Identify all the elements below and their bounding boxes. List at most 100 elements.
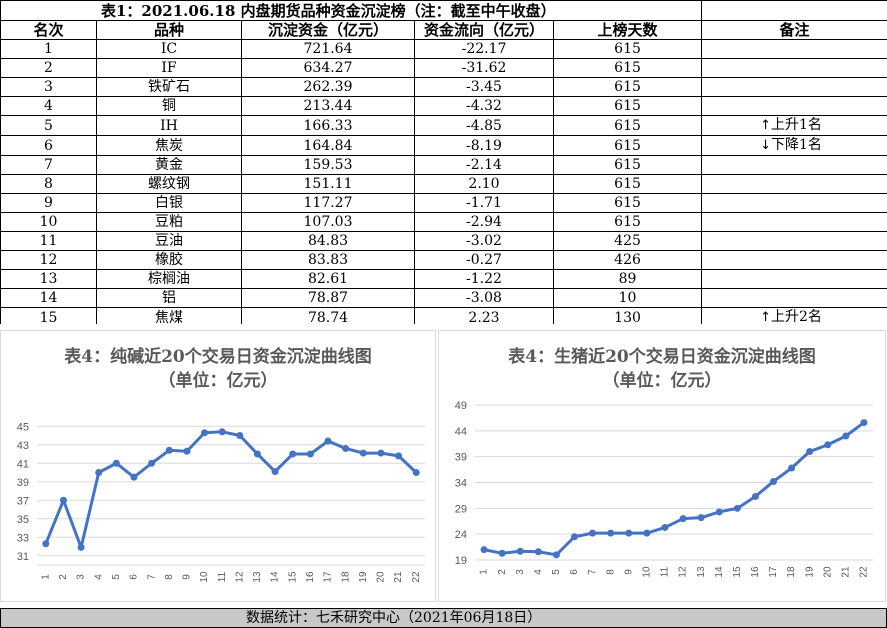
cell-note	[701, 231, 887, 251]
table-row: 2 IF 634.27 -31.62 615	[0, 58, 887, 78]
cell-days: 89	[552, 269, 703, 289]
x-tick-label: 20	[822, 566, 833, 578]
data-point	[289, 450, 297, 458]
y-tick-label: 37	[17, 495, 29, 507]
data-point	[733, 504, 741, 512]
cell-days: 615	[552, 58, 703, 78]
data-point	[715, 508, 723, 516]
cell-days: 615	[552, 155, 703, 175]
data-point	[130, 473, 138, 481]
column-header: 沉淀资金（亿元）	[241, 20, 415, 40]
data-point	[860, 419, 868, 427]
cell-days: 130	[552, 307, 703, 328]
table-row: 8 螺纹钢 151.11 2.10 615	[0, 174, 887, 194]
cell-capital: 159.53	[241, 155, 415, 175]
data-point	[679, 515, 687, 523]
cell-rank: 9	[0, 193, 97, 213]
cell-flow: -0.27	[414, 250, 554, 270]
y-tick-label: 44	[455, 426, 467, 438]
chart-subtitle: （单位：亿元）	[602, 371, 722, 391]
cell-note	[701, 58, 887, 78]
down-arrow-icon: ↓	[760, 138, 771, 153]
column-header: 名次	[0, 20, 97, 40]
cell-note	[701, 39, 887, 59]
x-tick-label: 5	[551, 569, 562, 575]
cell-name: IC	[96, 39, 242, 59]
table-row: 11 豆油 84.83 -3.02 425	[0, 231, 887, 251]
x-tick-label: 22	[859, 566, 870, 578]
cell-rank: 11	[0, 231, 97, 251]
table-row: 14 铝 78.87 -3.08 10	[0, 288, 887, 308]
y-tick-label: 33	[17, 532, 29, 544]
x-tick-label: 1	[479, 569, 490, 575]
x-tick-label: 11	[217, 571, 228, 582]
cell-capital: 262.39	[241, 77, 415, 97]
cell-capital: 166.33	[241, 115, 415, 136]
x-tick-label: 13	[696, 566, 707, 578]
data-point	[751, 492, 759, 500]
cell-name: 黄金	[96, 155, 242, 175]
data-point	[95, 469, 103, 476]
cell-rank: 6	[0, 135, 97, 156]
cell-name: 豆油	[96, 231, 242, 251]
cell-name: 橡胶	[96, 250, 242, 270]
x-tick-label: 17	[768, 566, 779, 578]
data-point	[806, 448, 814, 455]
data-point	[218, 428, 226, 436]
note-text: 下降1名	[770, 137, 822, 153]
cell-days: 10	[552, 288, 703, 308]
x-tick-label: 12	[678, 566, 689, 578]
table-row: 6 焦炭 164.84 -8.19 615 ↓下降1名	[0, 135, 887, 156]
up-arrow-icon: ↑	[760, 310, 771, 325]
data-point	[571, 533, 578, 541]
y-tick-label: 19	[455, 555, 467, 567]
cell-rank: 8	[0, 174, 97, 194]
cell-note	[701, 288, 887, 308]
data-point	[59, 496, 67, 504]
x-tick-label: 10	[642, 566, 653, 578]
x-tick-label: 3	[76, 574, 87, 580]
ranking-table: 表1：2021.06.18 内盘期货品种资金沉淀榜（注：截至中午收盘） 名次 品种…	[0, 0, 887, 328]
x-tick-label: 20	[376, 571, 387, 583]
y-tick-label: 35	[17, 514, 29, 526]
x-tick-label: 12	[234, 571, 245, 583]
cell-flow: -1.71	[414, 193, 554, 213]
table-row: 9 白银 117.27 -1.71 615	[0, 193, 887, 213]
cell-name: 焦炭	[96, 135, 242, 156]
cell-capital: 634.27	[241, 58, 415, 78]
x-tick-label: 11	[660, 566, 671, 577]
y-tick-label: 45	[17, 421, 29, 433]
x-tick-label: 21	[841, 566, 852, 578]
cell-days: 615	[552, 193, 703, 213]
cell-note: ↓下降1名	[701, 135, 887, 156]
data-point	[788, 464, 796, 472]
cell-flow: -2.14	[414, 155, 554, 175]
data-point	[183, 447, 191, 455]
cell-capital: 151.11	[241, 174, 415, 194]
data-point	[412, 469, 420, 476]
y-tick-label: 34	[455, 478, 467, 490]
cell-days: 615	[552, 212, 703, 232]
data-point	[253, 450, 261, 458]
cell-days: 615	[552, 96, 703, 116]
x-tick-label: 2	[497, 569, 508, 575]
data-point	[201, 429, 209, 437]
column-header: 资金流向（亿元）	[414, 20, 554, 40]
cell-rank: 5	[0, 115, 97, 136]
data-point	[770, 477, 777, 485]
data-point	[165, 446, 173, 454]
cell-flow: -3.02	[414, 231, 554, 251]
column-header: 备注	[701, 20, 887, 40]
x-tick-label: 21	[393, 571, 404, 583]
data-point	[236, 432, 244, 439]
x-tick-label: 6	[129, 574, 140, 580]
cell-flow: -3.08	[414, 288, 554, 308]
cell-name: 白银	[96, 193, 242, 213]
cell-name: 豆粕	[96, 212, 242, 232]
cell-rank: 2	[0, 58, 97, 78]
cell-flow: -3.45	[414, 77, 554, 97]
x-tick-label: 5	[111, 574, 122, 580]
cell-note	[701, 269, 887, 289]
chart-area: 31 33 35 37 39 41 43 45 1 2 3 4 5 6 7 8 9 10 11 12 13 14 15 16 1…	[0, 324, 887, 608]
